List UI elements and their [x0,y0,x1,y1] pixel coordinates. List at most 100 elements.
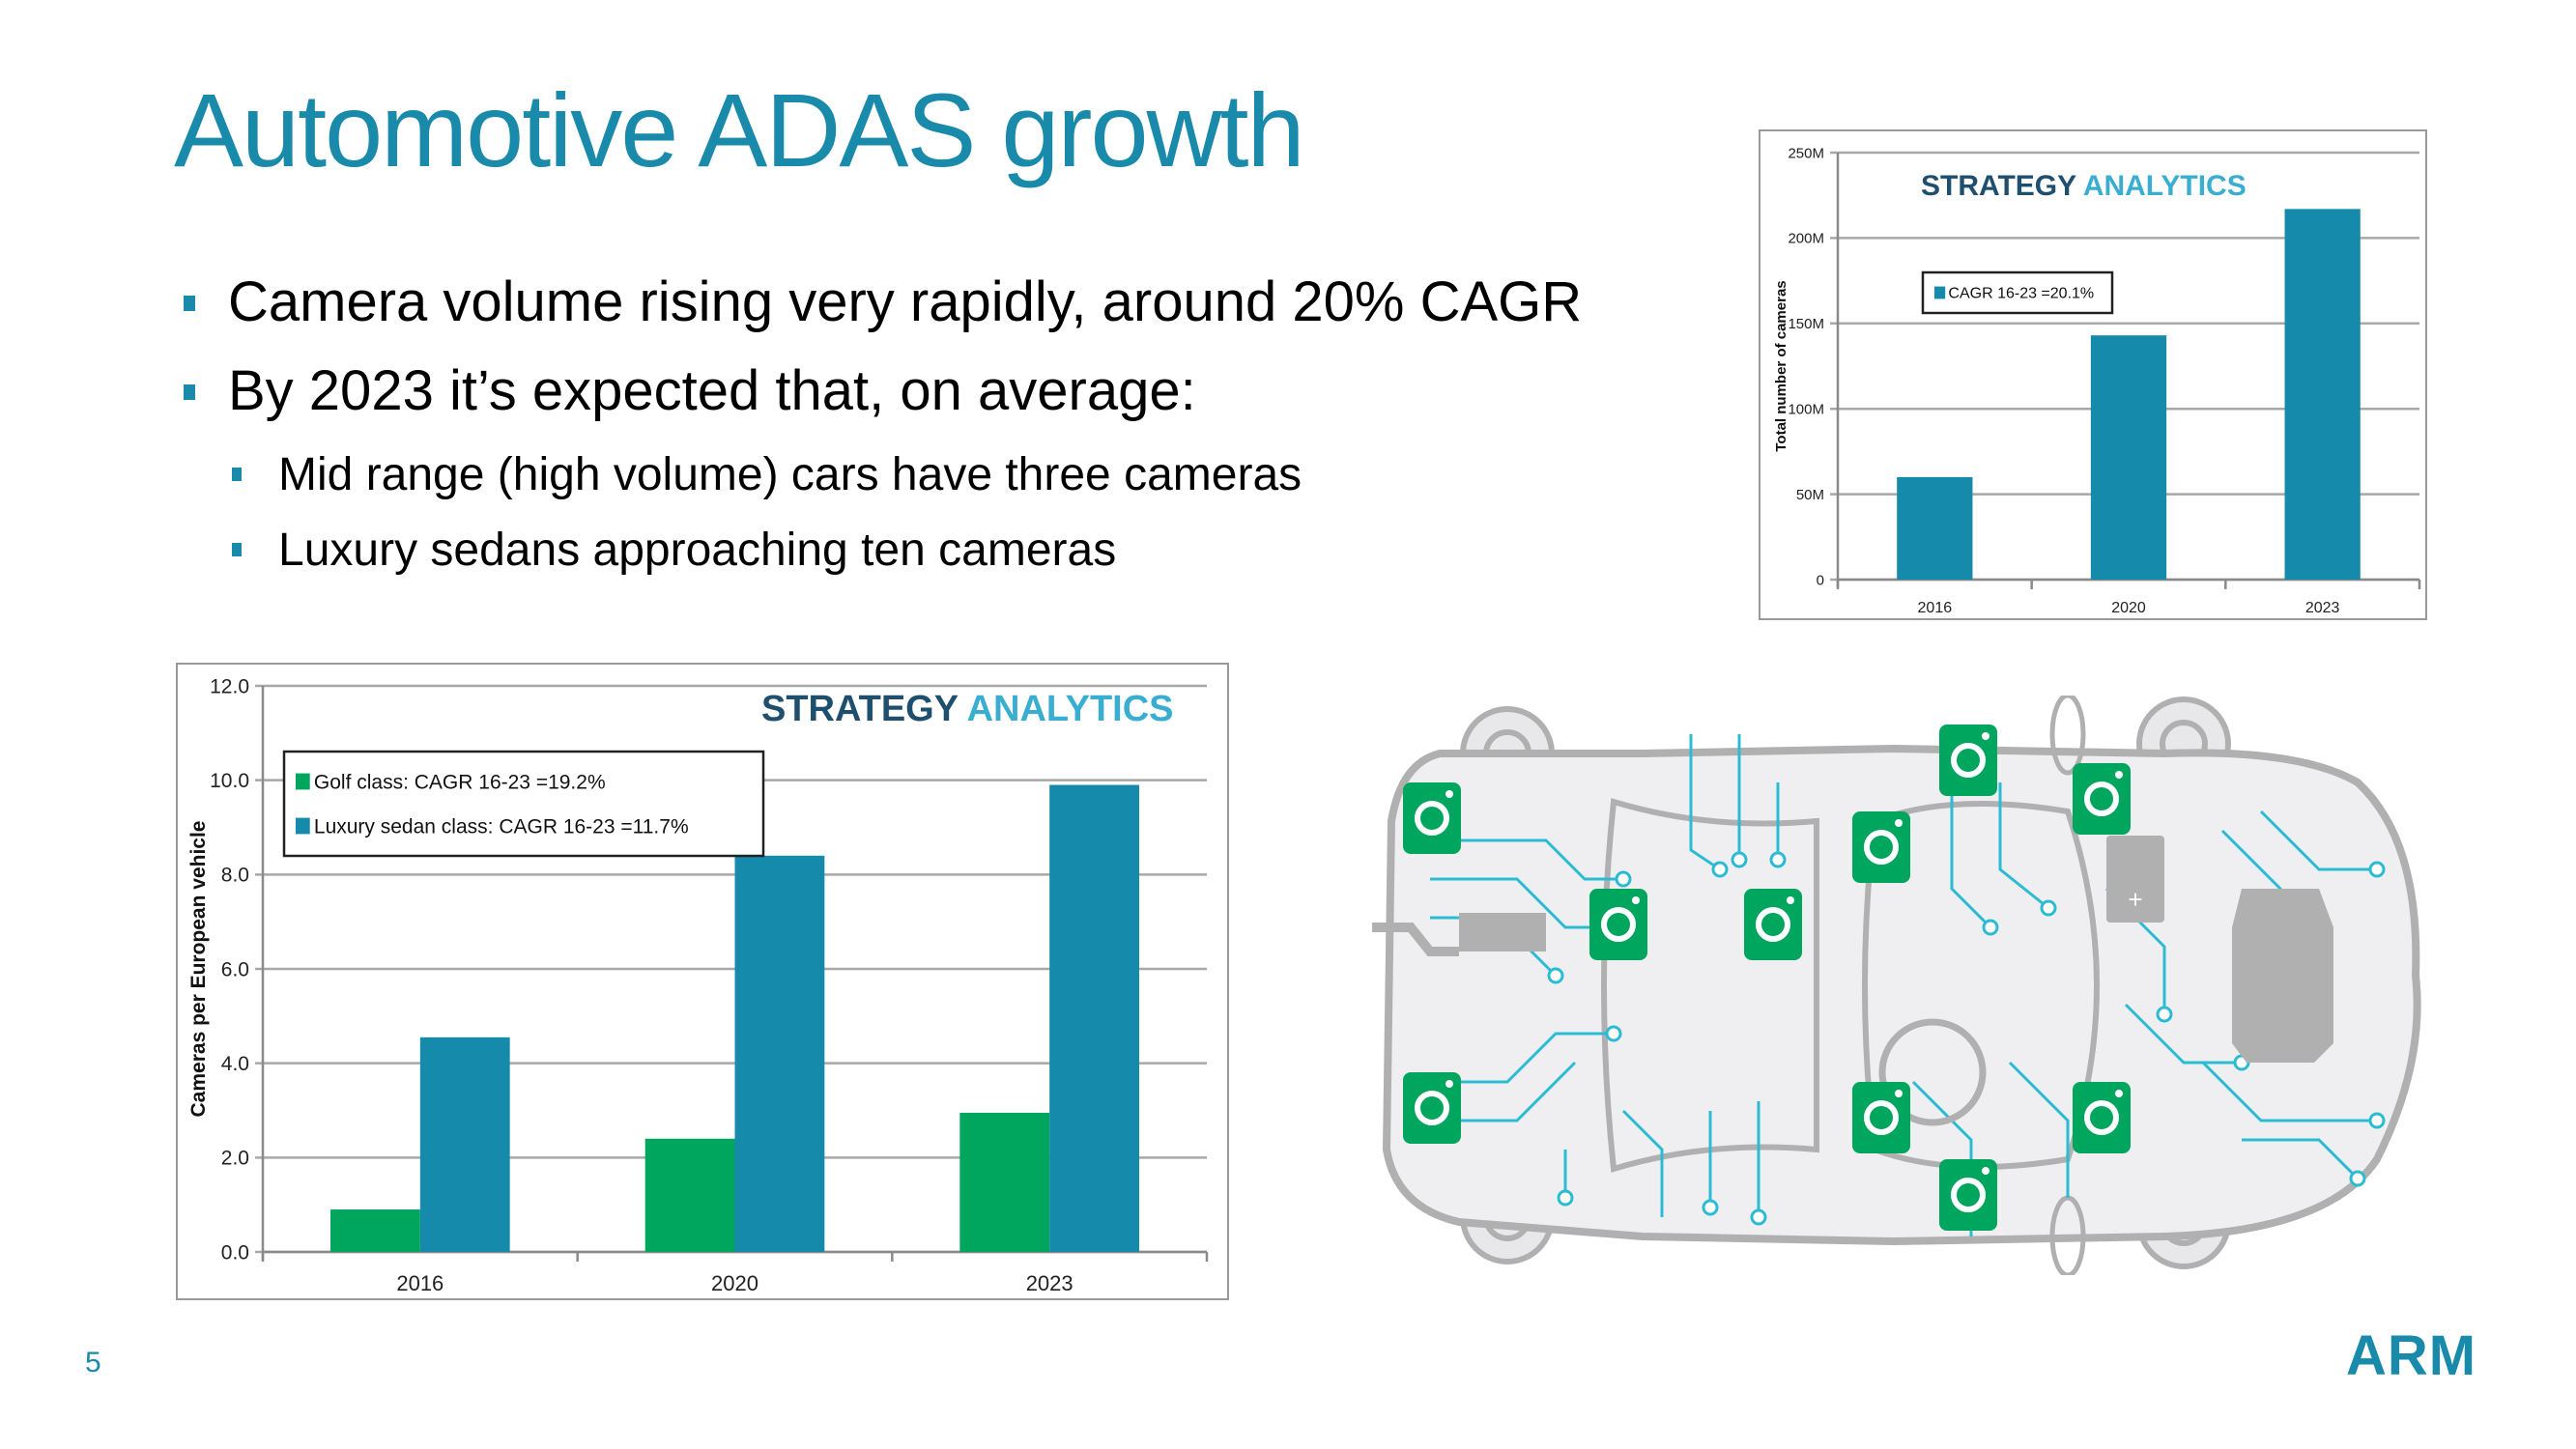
total-cameras-chart: 0 50M 100M 150M 200M 250M 2016 2020 2023 Total nu… [1759,129,2427,620]
y-tick-label: 200M [1788,231,1824,247]
camera-body [1744,889,1802,960]
y-axis-label: Total number of cameras [1773,280,1789,451]
camera-body [1403,782,1461,854]
engine [2232,889,2333,1063]
circuit-node [2156,1006,2173,1023]
bar-2020-series-0 [644,1138,735,1252]
bar-2023-series-0 [2284,209,2361,580]
camera-body [2073,763,2131,835]
brand-part2: ANALYTICS [967,689,1174,729]
x-tick-label: 2016 [396,1271,444,1295]
legend-label: Luxury sedan class: CAGR 16-23 =11.7% [314,815,689,838]
total-cameras-chart-svg: 0 50M 100M 150M 200M 250M 2016 2020 2023 Total nu… [1773,145,2421,616]
page-number: 5 [85,1347,101,1378]
camera-flash [1895,819,1903,827]
camera-lens [1601,907,1636,942]
circuit-node [1982,919,1999,936]
brand-spacer [958,689,966,729]
circuit-node [1615,870,1632,888]
camera-body [1403,1072,1461,1144]
y-tick-label: 4.0 [221,1053,249,1075]
circuit-trace [1621,1109,1664,1217]
camera-icon [1852,811,1910,883]
camera-flash [1445,790,1453,798]
legend-swatch [296,773,310,790]
exhaust-pipe [1372,923,1459,956]
camera-icon [1939,724,1997,796]
bar-2020-series-1 [734,855,825,1252]
camera-flash [1445,1080,1453,1088]
cameras-per-vehicle-chart-svg: 0.0 2.0 4.0 6.0 8.0 10.0 12.0 2016 2020 2023 Camer… [187,675,1209,1295]
circuit-trace [1430,1032,1614,1084]
camera-lens [1756,907,1790,942]
bullet-marker [232,468,242,481]
bullet-text: Luxury sedans approaching ten cameras [278,525,1117,576]
camera-flash [2115,1090,2123,1097]
battery [2106,836,2164,923]
y-tick-label: 10.0 [210,770,249,792]
x-tick-label: 2023 [1026,1271,1073,1295]
camera-body [2073,1082,2131,1153]
camera-body [1939,1159,1997,1231]
circuit-node [1557,1189,1574,1207]
exhaust-muffler [1459,913,1546,952]
sub-bullet-item: Mid range (high volume) cars have three … [180,446,1582,522]
camera-icon [1939,1159,1997,1231]
circuit-node [1750,1208,1767,1226]
bar-2016-series-0 [330,1209,420,1252]
y-tick-label: 6.0 [221,958,249,980]
x-tick-label: 2023 [2305,600,2340,616]
y-tick-label: 12.0 [210,675,249,697]
y-tick-label: 0 [1817,572,1824,588]
circuit-trace [1950,792,1992,929]
camera-flash [1787,896,1794,904]
y-tick-label: 50M [1796,487,1824,503]
camera-flash [1982,1167,1989,1175]
legend-swatch [296,817,310,835]
sub-bullet-item: Luxury sedans approaching ten cameras [180,522,1582,597]
bar-2023-series-0 [959,1112,1050,1252]
circuit-node [1702,1199,1719,1216]
circuit-node [1547,967,1564,984]
camera-lens [2084,781,2119,816]
legend-swatch [1934,286,1946,299]
circuit-trace [1998,782,2049,910]
y-tick-label: 2.0 [221,1148,249,1170]
circuit-trace [2008,1061,2070,1198]
circuit-node [2349,1170,2366,1187]
strategy-analytics-brand: STRATEGY ANALYTICS [761,689,1174,729]
bullet-item: Camera volume rising very rapidly, aroun… [180,269,1582,357]
bar-2016-series-1 [419,1037,510,1252]
circuit-trace [2124,1003,2242,1065]
bar-2016-series-0 [1897,476,1973,580]
mirror-left [2049,696,2086,776]
legend-label: Golf class: CAGR 16-23 =19.2% [314,771,606,793]
bullet-marker [184,384,195,400]
arm-logo: ARM [2346,1324,2477,1387]
camera-icon [2073,763,2131,835]
bullet-list: Camera volume rising very rapidly, aroun… [180,269,1582,597]
circuit-trace [1430,838,1623,881]
camera-body [1939,724,1997,796]
y-tick-label: 0.0 [221,1241,249,1264]
x-tick-label: 2020 [2111,600,2146,616]
bullet-text: Camera volume rising very rapidly, aroun… [228,270,1583,333]
camera-lens [1864,1100,1899,1135]
bullet-text: By 2023 it’s expected that, on average: [228,359,1196,422]
x-tick-label: 2020 [711,1271,758,1295]
bullet-marker [184,296,195,311]
y-tick-label: 8.0 [221,865,249,887]
y-tick-label: 250M [1788,145,1824,161]
strategy-analytics-brand: STRATEGY ANALYTICS [1921,170,2247,202]
y-tick-label: 150M [1788,316,1824,332]
bar-2020-series-0 [2090,335,2167,580]
circuit-node [1769,851,1787,868]
camera-icon [1744,889,1802,960]
camera-body [1589,889,1647,960]
bullet-text: Mid range (high volume) cars have three … [278,449,1302,500]
slide-title: Automotive ADAS growth [174,71,1305,188]
circuit-node [2368,861,2386,878]
car-illustration: + [1372,696,2421,1275]
camera-flash [1982,732,1989,740]
legend-box [282,750,765,858]
